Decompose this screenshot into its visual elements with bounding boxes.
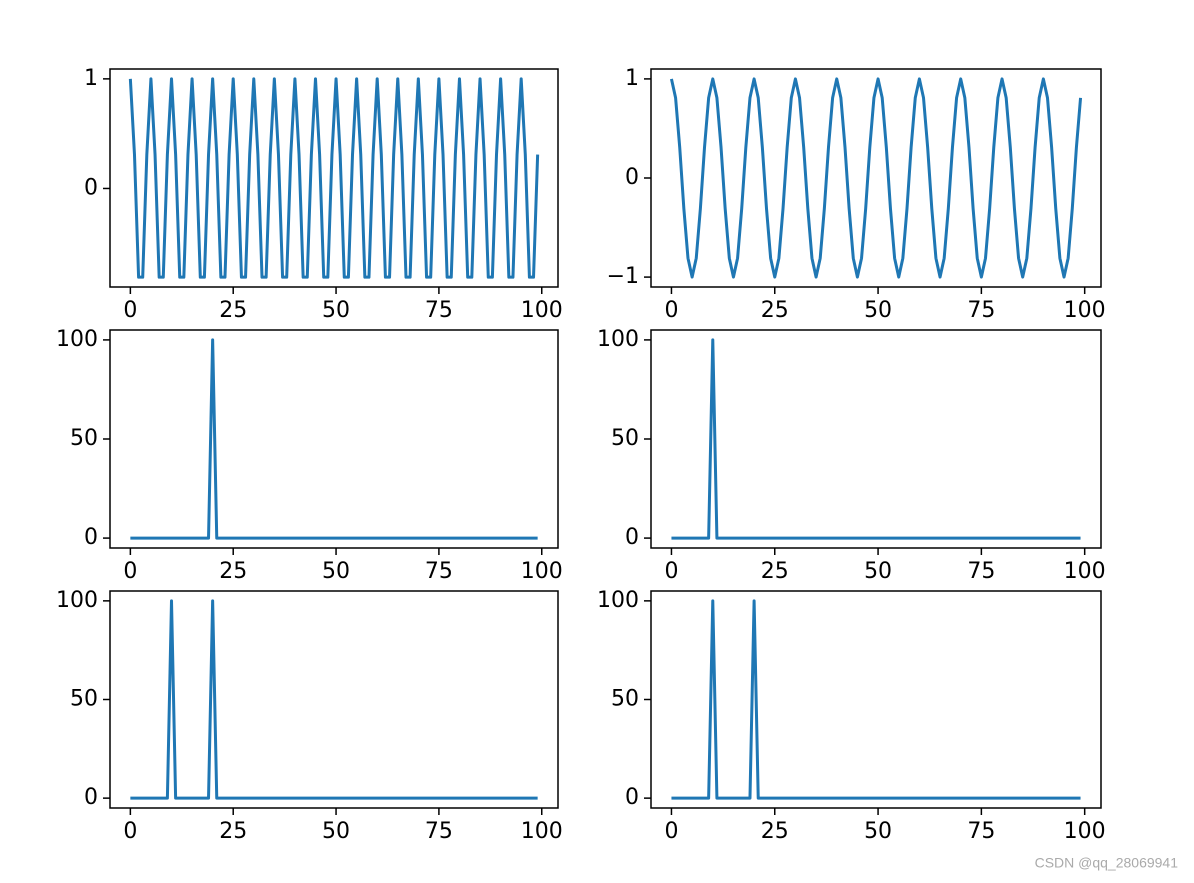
x-tick-label: 25 [219,559,247,584]
y-tick-label: 50 [611,426,639,451]
y-tick-label: 100 [597,327,639,352]
y-tick-label: 100 [56,588,98,613]
x-tick-label: 100 [521,819,563,844]
y-tick-label: 0 [84,785,98,810]
y-tick-label: 0 [625,525,639,550]
x-tick-label: 0 [664,819,678,844]
y-tick-label: 50 [70,426,98,451]
x-tick-label: 25 [219,298,247,323]
y-tick-label: 0 [625,165,639,190]
x-tick-label: 0 [123,298,137,323]
x-tick-label: 75 [425,819,453,844]
data-line [128,77,540,279]
x-tick-label: 75 [425,559,453,584]
data-line [669,77,1083,279]
x-tick-label: 75 [967,298,995,323]
y-tick-label: 1 [84,66,98,91]
x-tick-label: 25 [761,298,789,323]
x-tick-label: 100 [1064,559,1106,584]
x-tick-label: 50 [864,298,892,323]
x-tick-label: 0 [123,559,137,584]
axes-frame [109,68,559,288]
x-tick-label: 100 [521,298,563,323]
x-tick-label: 100 [1064,819,1106,844]
x-tick-label: 50 [322,559,350,584]
x-tick-label: 100 [521,559,563,584]
y-tick-label: −1 [607,264,639,289]
x-tick-label: 0 [123,819,137,844]
x-tick-label: 75 [967,819,995,844]
x-tick-label: 0 [664,559,678,584]
y-tick-label: 50 [611,687,639,712]
data-line [130,599,538,800]
data-line [671,599,1081,800]
x-tick-label: 50 [864,559,892,584]
x-tick-label: 50 [322,819,350,844]
y-tick-label: 100 [56,327,98,352]
y-tick-label: 50 [70,687,98,712]
x-tick-label: 75 [425,298,453,323]
x-tick-label: 25 [761,819,789,844]
x-tick-label: 50 [864,819,892,844]
x-tick-label: 0 [664,298,678,323]
y-tick-label: 0 [625,785,639,810]
x-tick-label: 25 [761,559,789,584]
watermark: CSDN @qq_28069941 [1035,855,1179,871]
x-tick-label: 75 [967,559,995,584]
data-line [130,338,538,540]
x-tick-label: 100 [1064,298,1106,323]
data-line [671,338,1081,540]
y-tick-label: 1 [625,66,639,91]
y-tick-label: 0 [84,175,98,200]
x-tick-label: 25 [219,819,247,844]
y-tick-label: 100 [597,588,639,613]
y-tick-label: 0 [84,525,98,550]
x-tick-label: 50 [322,298,350,323]
